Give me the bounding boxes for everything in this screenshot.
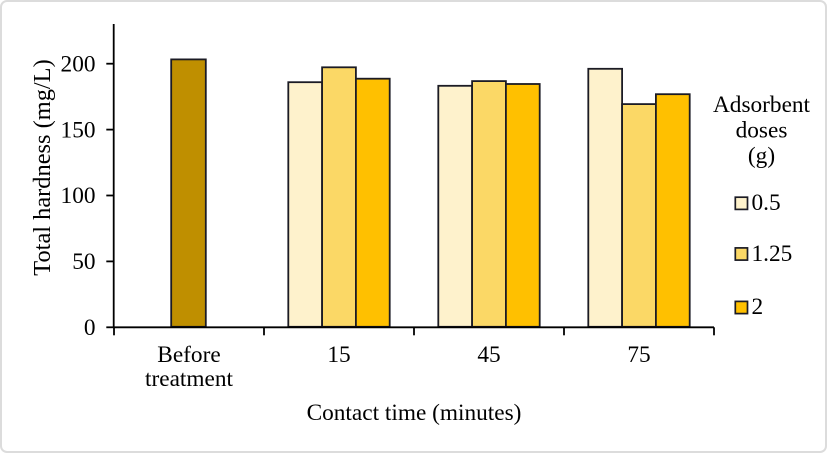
svg-text:(g): (g) [748, 143, 775, 169]
svg-text:Adsorbent: Adsorbent [713, 92, 811, 118]
svg-text:200: 200 [61, 51, 96, 77]
svg-text:50: 50 [72, 249, 95, 275]
svg-text:Contact time (minutes): Contact time (minutes) [307, 400, 522, 426]
svg-text:15: 15 [327, 342, 350, 368]
svg-text:0: 0 [84, 315, 96, 341]
svg-text:45: 45 [477, 342, 500, 368]
svg-text:Total hardness (mg/L): Total hardness (mg/L) [29, 59, 56, 275]
svg-text:2: 2 [752, 294, 764, 320]
svg-text:1.25: 1.25 [752, 241, 793, 267]
svg-text:0.5: 0.5 [752, 190, 781, 216]
svg-text:doses: doses [736, 117, 788, 143]
svg-text:Before: Before [157, 342, 220, 368]
svg-text:100: 100 [61, 183, 96, 209]
svg-text:treatment: treatment [145, 366, 233, 392]
svg-text:150: 150 [61, 117, 96, 143]
svg-text:75: 75 [627, 342, 650, 368]
